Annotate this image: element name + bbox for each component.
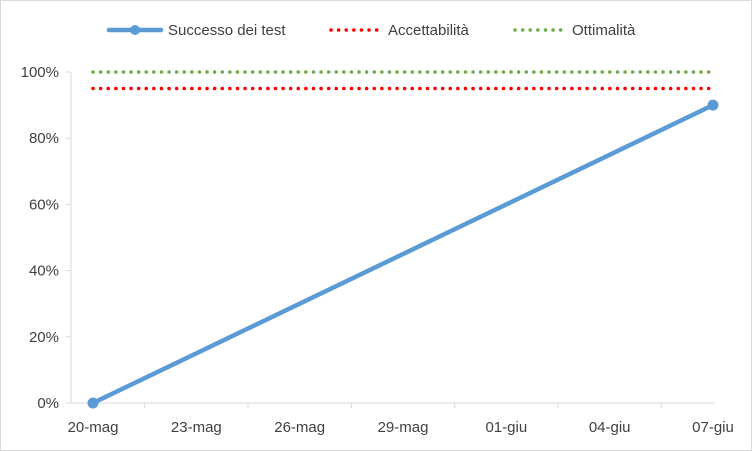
legend-marker	[130, 25, 140, 35]
x-tick-label: 01-giu	[485, 419, 527, 436]
x-tick-label: 26-mag	[274, 419, 325, 436]
legend-item: Accettabilità	[329, 22, 470, 39]
x-tick-label: 29-mag	[378, 419, 429, 436]
x-tick-label: 23-mag	[171, 419, 222, 436]
series-line-successo-dei-test	[90, 102, 716, 406]
y-tick-label: 100%	[21, 64, 59, 81]
x-tick-label: 04-giu	[589, 419, 631, 436]
x-axis: 20-mag 23-mag 26-mag 29-mag 01-giu 04-giu 07-g…	[68, 402, 734, 436]
y-tick-label: 40%	[29, 263, 59, 280]
data-point	[707, 99, 719, 111]
legend-label: Successo dei test	[168, 22, 286, 39]
y-tick-label: 0%	[37, 395, 59, 412]
legend-label: Accettabilità	[388, 22, 470, 39]
x-tick-label: 07-giu	[692, 419, 734, 436]
y-tick-label: 60%	[29, 196, 59, 213]
legend: Successo dei test Accettabilità Ottimalità	[106, 22, 636, 39]
data-point	[87, 397, 99, 409]
legend-label: Ottimalità	[572, 22, 636, 39]
legend-item: Ottimalità	[513, 22, 636, 39]
plot-area	[87, 70, 719, 409]
x-tick-label: 20-mag	[68, 419, 119, 436]
y-tick-label: 80%	[29, 130, 59, 147]
legend-item: Successo dei test	[106, 22, 286, 39]
y-axis: 0% 20% 40% 60% 80% 100%	[21, 64, 72, 412]
y-tick-label: 20%	[29, 329, 59, 346]
